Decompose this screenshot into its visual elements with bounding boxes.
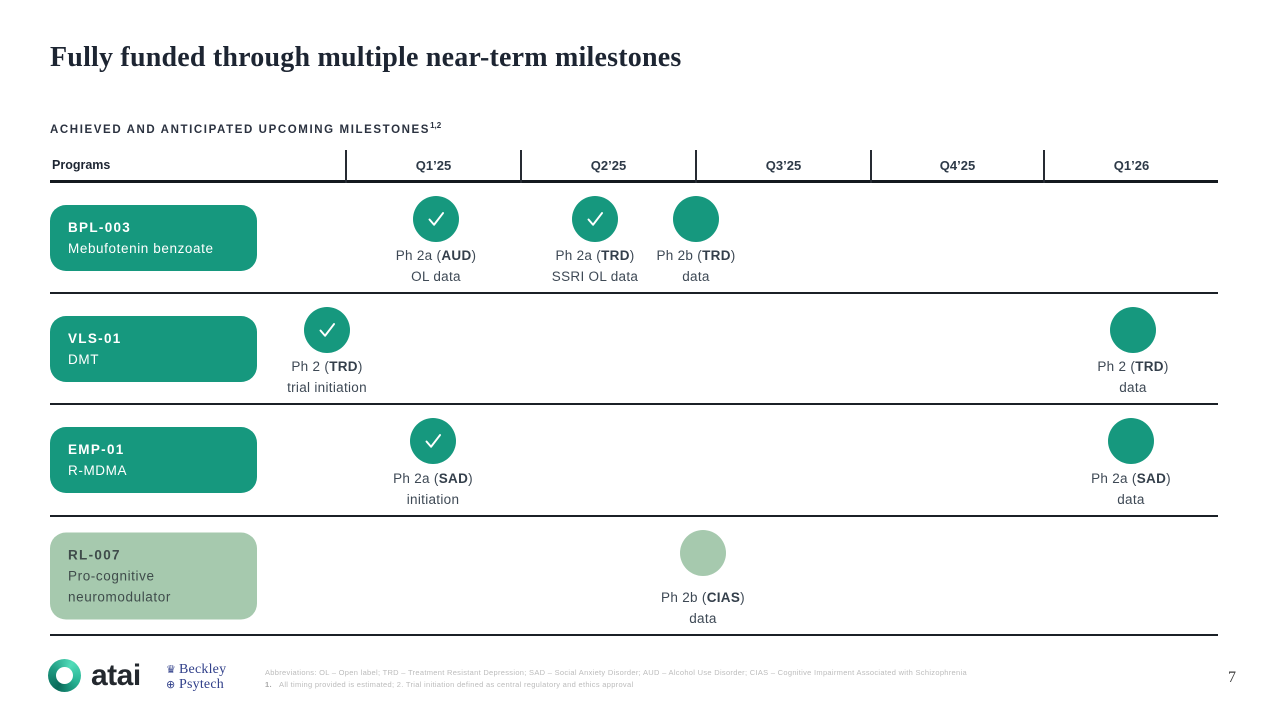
table-row-emp-01: EMP-01 R-MDMA Ph 2a (SAD) initiation Ph … <box>50 405 1218 517</box>
column-header-q3-25: Q3’25 <box>765 158 802 173</box>
column-divider <box>695 150 697 183</box>
program-pill-rl-007: RL-007 Pro-cognitive neuromodulator <box>50 532 257 619</box>
program-code: EMP-01 <box>68 442 125 457</box>
checkmark-icon <box>425 434 442 448</box>
checkmark-icon <box>428 212 445 226</box>
column-divider <box>1043 150 1045 183</box>
section-subtitle: ACHIEVED AND ANTICIPATED UPCOMING MILEST… <box>50 121 441 136</box>
program-pill-vls-01: VLS-01 DMT <box>50 315 257 382</box>
program-code: BPL-003 <box>68 219 132 235</box>
column-header-q1-25: Q1’25 <box>415 158 452 173</box>
milestones-table: Programs Q1’25 Q2’25 Q3’25 Q4’25 Q1’26 B… <box>50 150 1218 636</box>
atai-wordmark: atai <box>91 659 141 692</box>
milestone-label: Ph 2 (TRD) data <box>1097 359 1169 395</box>
program-name: DMT <box>68 351 100 367</box>
column-header-q1-26: Q1’26 <box>1113 158 1150 173</box>
beckley-crest-icon: ♛ <box>166 663 176 676</box>
program-name: Pro-cognitive neuromodulator <box>68 568 171 604</box>
column-divider <box>345 150 347 183</box>
footnotes: Abbreviations: OL – Open label; TRD – Tr… <box>265 667 1045 691</box>
milestone-ph2a-aud-ol-data: Ph 2a (AUD) OL data <box>351 183 521 292</box>
program-pill-emp-01: EMP-01 R-MDMA <box>50 427 257 493</box>
milestone-achieved-icon <box>410 418 456 464</box>
milestone-upcoming-dot <box>673 196 719 242</box>
timing-footnote: 1. All timing provided is estimated; 2. … <box>265 680 634 689</box>
milestone-ph2a-sad-initiation: Ph 2a (SAD) initiation <box>348 405 518 515</box>
beckley-psytech-logo: ♛ Beckley ⊕ Psytech <box>166 662 226 692</box>
milestone-achieved-icon <box>572 196 618 242</box>
milestone-upcoming-dot <box>680 530 726 576</box>
milestone-ph2-trd-data: Ph 2 (TRD) data <box>1048 294 1218 403</box>
column-header-q2-25: Q2’25 <box>590 158 627 173</box>
milestone-ph2a-sad-data: Ph 2a (SAD) data <box>1046 405 1216 515</box>
milestone-label: Ph 2b (CIAS) data <box>661 590 745 626</box>
abbreviations-footnote: Abbreviations: OL – Open label; TRD – Tr… <box>265 668 967 677</box>
atai-logo: atai <box>48 659 141 692</box>
checkmark-icon <box>587 212 604 226</box>
milestone-achieved-icon <box>304 307 350 353</box>
milestone-achieved-icon <box>413 196 459 242</box>
milestone-label: Ph 2b (TRD) data <box>656 248 736 284</box>
milestone-label: Ph 2a (SAD) initiation <box>393 471 473 507</box>
atai-ring-icon <box>48 659 81 692</box>
milestone-label: Ph 2a (SAD) data <box>1091 471 1171 507</box>
table-row-vls-01: VLS-01 DMT Ph 2 (TRD) trial initiation P… <box>50 294 1218 405</box>
table-header-row: Programs Q1’25 Q2’25 Q3’25 Q4’25 Q1’26 <box>50 150 1218 183</box>
column-divider <box>520 150 522 183</box>
program-name: R-MDMA <box>68 463 128 478</box>
milestone-ph2b-trd-data: Ph 2b (TRD) data <box>636 183 756 292</box>
milestone-ph2a-trd-ssri-ol-data: Ph 2a (TRD) SSRI OL data <box>510 183 680 292</box>
page-number: 7 <box>1228 669 1236 686</box>
subtitle-text: ACHIEVED AND ANTICIPATED UPCOMING MILEST… <box>50 123 431 136</box>
program-code: VLS-01 <box>68 330 122 346</box>
milestone-label: Ph 2a (AUD) OL data <box>395 248 477 284</box>
column-divider <box>870 150 872 183</box>
milestone-label: Ph 2a (TRD) SSRI OL data <box>551 248 639 284</box>
milestone-label: Ph 2 (TRD) trial initiation <box>287 359 367 395</box>
table-row-bpl-003: BPL-003 Mebufotenin benzoate Ph 2a (AUD)… <box>50 183 1218 294</box>
program-pill-bpl-003: BPL-003 Mebufotenin benzoate <box>50 204 257 271</box>
milestone-ph2-trd-trial-initiation: Ph 2 (TRD) trial initiation <box>242 294 412 403</box>
beckley-wordmark-line1: Beckley <box>179 662 227 677</box>
checkmark-icon <box>319 323 336 337</box>
column-header-programs: Programs <box>52 158 111 172</box>
table-row-rl-007: RL-007 Pro-cognitive neuromodulator Ph 2… <box>50 517 1218 636</box>
program-code: RL-007 <box>68 547 121 562</box>
beckley-globe-icon: ⊕ <box>166 678 176 691</box>
beckley-wordmark-line2: Psytech <box>179 677 224 692</box>
milestone-ph2b-cias-data: Ph 2b (CIAS) data <box>618 517 788 634</box>
page-title: Fully funded through multiple near-term … <box>50 42 682 73</box>
column-header-q4-25: Q4’25 <box>939 158 976 173</box>
subtitle-footnote-ref: 1,2 <box>430 121 442 130</box>
program-name: Mebufotenin benzoate <box>68 240 214 256</box>
milestone-upcoming-dot <box>1108 418 1154 464</box>
milestone-upcoming-dot <box>1110 307 1156 353</box>
